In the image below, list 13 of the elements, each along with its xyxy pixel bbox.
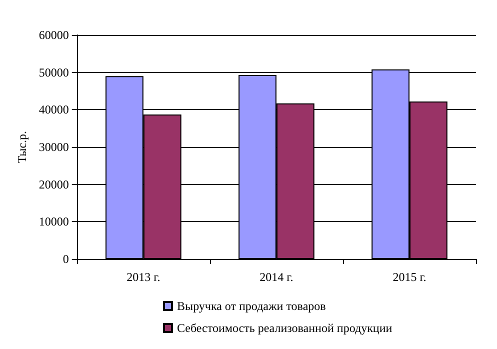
y-tick-label: 10000	[38, 214, 69, 229]
y-tick-label: 30000	[38, 140, 69, 154]
x-tick-label: 2014 г.	[260, 270, 294, 284]
legend-label: Себестоимость реализованной продукции	[177, 321, 393, 335]
y-axis-title: Тыс.р.	[15, 130, 29, 164]
x-tick-label: 2015 г.	[392, 270, 426, 284]
y-tick-label: 20000	[38, 177, 69, 192]
y-tick-label: 0	[62, 252, 69, 266]
y-tick-label: 50000	[38, 65, 69, 80]
legend-label: Выручка от продажи товаров	[177, 299, 326, 313]
y-tick-label: 60000	[38, 28, 69, 42]
y-tick-label: 40000	[38, 102, 69, 117]
x-tick-label: 2013 г.	[126, 270, 160, 284]
